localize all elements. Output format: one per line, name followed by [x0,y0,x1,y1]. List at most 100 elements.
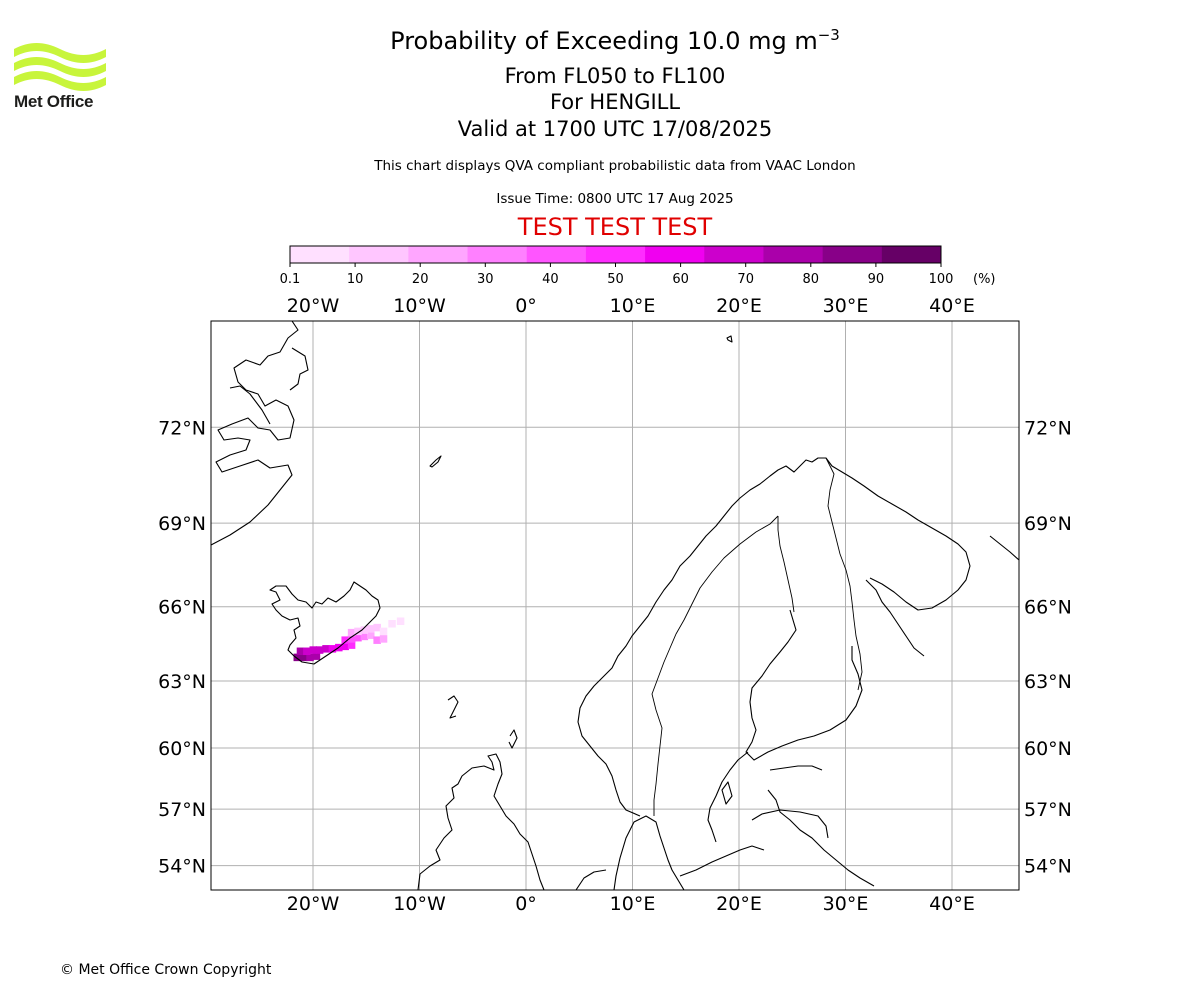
lat-label-right: 54°N [1024,856,1072,878]
colorbar-segment [645,246,705,263]
lat-label-left: 57°N [158,799,206,821]
colorbar-segment [585,246,646,263]
plume-cell [303,647,311,656]
lon-label-top: 30°E [823,295,869,317]
lat-label-right: 57°N [1024,799,1072,821]
chart-title-line1: Probability of Exceeding 10.0 mg m−3 [15,26,1200,55]
title-superscript: −3 [817,26,840,44]
colorbar-segment [408,246,469,263]
plume-cell [293,653,302,662]
plume-cell [347,628,356,637]
colorbar-unit: (%) [973,272,996,287]
colorbar-segment [881,246,942,263]
colorbar-segment [526,246,587,263]
plume-cell [396,617,405,625]
plume-cell [379,635,388,643]
colorbar-tick-label: 80 [803,272,820,287]
colorbar-segment [763,246,824,263]
coastline-gulf-of-bothnia [745,609,863,761]
coastline-jan-mayen [429,455,442,468]
plume-cell [367,631,375,639]
lon-label-top: 10°E [610,295,656,317]
lat-label-left: 54°N [158,856,206,878]
lat-label-right: 60°N [1024,738,1072,760]
coastline-scandinavia [577,457,971,817]
lat-label-left: 72°N [158,417,206,439]
coastline-denmark [613,815,685,890]
plume-cell [354,633,362,642]
colorbar-tick-label: 50 [607,272,624,287]
chart-title-line4: Valid at 1700 UTC 17/08/2025 [457,117,773,141]
colorbar-tick-label: 70 [737,272,754,287]
chart-title-line3: For HENGILL [549,90,681,114]
plume-cell [388,620,396,628]
colorbar-tick-label: 100 [929,272,954,287]
lat-label-right: 72°N [1024,417,1072,439]
issue-time: Issue Time: 0800 UTC 17 Aug 2025 [496,191,734,207]
lon-label-bottom: 10°W [393,893,446,915]
coastline-britain [417,753,545,890]
plume-cell [379,627,388,636]
plume-cell [347,641,356,649]
lon-label-bottom: 20°E [716,893,762,915]
colorbar-segment [290,246,350,263]
plume-cell [306,653,314,662]
map-canvas: 20°W 10°W 0° 10°E 20°E 30°E 40°E 20°W 10°W 0° 10°… [158,295,1072,915]
plume-cell [373,636,381,644]
plume-cell [309,646,317,654]
plume-cell [347,635,356,643]
plume-cell [367,625,375,633]
lon-label-top: 20°W [287,295,340,317]
chart-title-line2: From FL050 to FL100 [504,64,726,88]
lat-label-right: 69°N [1024,513,1072,535]
plume-cell [341,636,349,644]
colorbar-tick-label: 90 [868,272,885,287]
colorbar-tick-label: 30 [477,272,494,287]
colorbar-segment [349,246,409,263]
colorbar-segment [704,246,764,263]
plume-cell [354,627,362,636]
lon-label-top: 40°E [929,295,975,317]
lon-label-bottom: 20°W [287,893,340,915]
lon-label-top: 10°W [393,295,446,317]
coastline-greenland [211,321,299,546]
lat-label-left: 69°N [158,513,206,535]
lat-label-left: 60°N [158,738,206,760]
plume-cell [296,647,305,656]
lon-label-bottom: 10°E [610,893,656,915]
colorbar-tick-label: 40 [542,272,559,287]
lon-label-top: 20°E [716,295,762,317]
lon-label-bottom: 0° [515,893,537,915]
colorbar-segment [467,246,528,263]
map-frame [210,320,1020,891]
lat-label-left: 63°N [158,671,206,693]
plume-cell [322,645,330,653]
plume-cell [373,623,381,632]
chart-subtitle: This chart displays QVA compliant probab… [374,158,856,174]
plume-cell [315,646,324,654]
test-banner: TEST TEST TEST [517,213,713,241]
plume-cell [360,626,369,634]
plume-cell [299,653,308,662]
logo-text: Met Office [14,92,94,111]
lon-label-top: 0° [515,295,537,317]
colorbar-segment [822,246,883,263]
copyright: © Met Office Crown Copyright [60,962,272,978]
plume-cell [341,642,349,651]
lon-label-bottom: 40°E [929,893,975,915]
plume-cell [328,645,337,653]
lat-label-left: 66°N [158,597,206,619]
colorbar: 0.1 10 20 30 40 50 60 70 80 90 100 (%) [280,245,996,287]
colorbar-tick-label: 10 [347,272,364,287]
plume-cell [312,652,321,660]
colorbar-tick-label: 60 [672,272,689,287]
coastline-iceland [269,581,381,665]
plume-cell [360,632,369,641]
lat-label-right: 66°N [1024,597,1072,619]
title-main: Probability of Exceeding 10.0 mg m [390,27,818,55]
colorbar-tick-label: 0.1 [280,272,301,287]
met-office-logo-icon [14,43,106,91]
colorbar-tick-label: 20 [412,272,429,287]
lon-label-bottom: 30°E [823,893,869,915]
lat-label-right: 63°N [1024,671,1072,693]
